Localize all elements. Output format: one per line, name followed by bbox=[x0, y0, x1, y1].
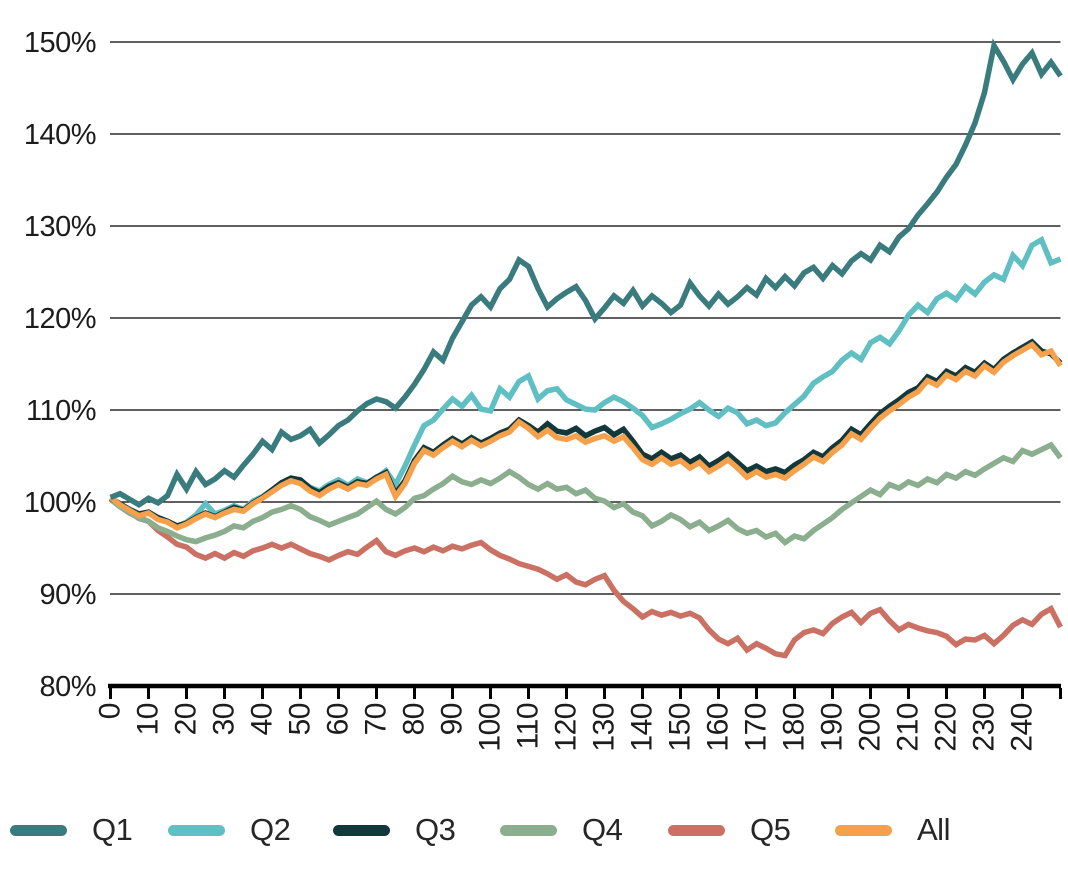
chart-legend: Q1 Q2 Q3 Q4 Q5 All bbox=[0, 806, 1068, 866]
x-tick-label-210: 210 bbox=[892, 703, 925, 752]
legend-item-q2: Q2 bbox=[168, 806, 291, 854]
legend-item-q5: Q5 bbox=[668, 806, 791, 854]
y-tick-label-140: 140% bbox=[24, 119, 96, 151]
y-tick-label-120: 120% bbox=[24, 303, 96, 335]
x-tick-label-70: 70 bbox=[360, 703, 393, 735]
x-tick-label-90: 90 bbox=[436, 703, 469, 735]
legend-item-all: All bbox=[835, 806, 950, 854]
y-tick-label-90: 90% bbox=[39, 579, 96, 611]
x-tick-label-160: 160 bbox=[702, 703, 735, 752]
y-tick-label-100: 100% bbox=[24, 487, 96, 519]
legend-item-q3: Q3 bbox=[333, 806, 456, 854]
series-line-all bbox=[108, 341, 1063, 531]
y-tick-label-130: 130% bbox=[24, 211, 96, 243]
x-tick-label-10: 10 bbox=[132, 703, 165, 735]
legend-label-q2: Q2 bbox=[250, 812, 291, 847]
x-tick-label-240: 240 bbox=[1006, 703, 1039, 752]
q3-color-swatch bbox=[333, 824, 390, 836]
legend-label-all: All bbox=[917, 812, 950, 847]
q4-color-swatch bbox=[500, 824, 557, 836]
x-tick-label-140: 140 bbox=[626, 703, 659, 752]
series-line-q4 bbox=[108, 441, 1063, 547]
legend-label-q3: Q3 bbox=[415, 812, 456, 847]
q1-color-swatch bbox=[10, 824, 67, 836]
cumulative-return-line-chart: 80% 90% 100% 110% 120% 130% 140% 150% 0 10 20 30 40 5… bbox=[24, 27, 1063, 752]
x-tick-label-190: 190 bbox=[816, 703, 849, 752]
legend-label-q4: Q4 bbox=[582, 812, 623, 847]
x-tick-label-120: 120 bbox=[550, 703, 583, 752]
x-tick-label-220: 220 bbox=[930, 703, 963, 752]
x-tick-label-80: 80 bbox=[398, 703, 431, 735]
x-tick-label-30: 30 bbox=[208, 703, 241, 735]
x-tick-label-200: 200 bbox=[854, 703, 887, 752]
x-tick-label-0: 0 bbox=[94, 703, 127, 719]
x-tick-label-130: 130 bbox=[588, 703, 621, 752]
x-tick-label-40: 40 bbox=[246, 703, 279, 735]
x-tick-label-170: 170 bbox=[740, 703, 773, 752]
series-line-q1 bbox=[109, 38, 1063, 509]
q5-color-swatch bbox=[668, 824, 725, 836]
series-line-q5 bbox=[108, 497, 1063, 659]
q2-color-swatch bbox=[168, 824, 225, 836]
all-color-swatch bbox=[835, 824, 892, 836]
x-tick-label-60: 60 bbox=[322, 703, 355, 735]
legend-item-q4: Q4 bbox=[500, 806, 623, 854]
y-tick-label-80: 80% bbox=[39, 671, 96, 703]
x-tick-label-230: 230 bbox=[968, 703, 1001, 752]
y-tick-label-150: 150% bbox=[24, 27, 96, 59]
x-tick-label-150: 150 bbox=[664, 703, 697, 752]
y-tick-label-110: 110% bbox=[26, 395, 96, 427]
x-tick-label-180: 180 bbox=[778, 703, 811, 752]
legend-item-q1: Q1 bbox=[10, 806, 133, 854]
x-tick-label-50: 50 bbox=[284, 703, 317, 735]
legend-label-q5: Q5 bbox=[750, 812, 791, 847]
x-tick-label-100: 100 bbox=[474, 703, 507, 752]
x-tick-label-20: 20 bbox=[170, 703, 203, 735]
chart-canvas: 80% 90% 100% 110% 120% 130% 140% 150% 0 10 20 30 40 5… bbox=[24, 27, 1063, 752]
x-tick-label-110: 110 bbox=[512, 703, 545, 749]
legend-label-q1: Q1 bbox=[92, 812, 133, 847]
